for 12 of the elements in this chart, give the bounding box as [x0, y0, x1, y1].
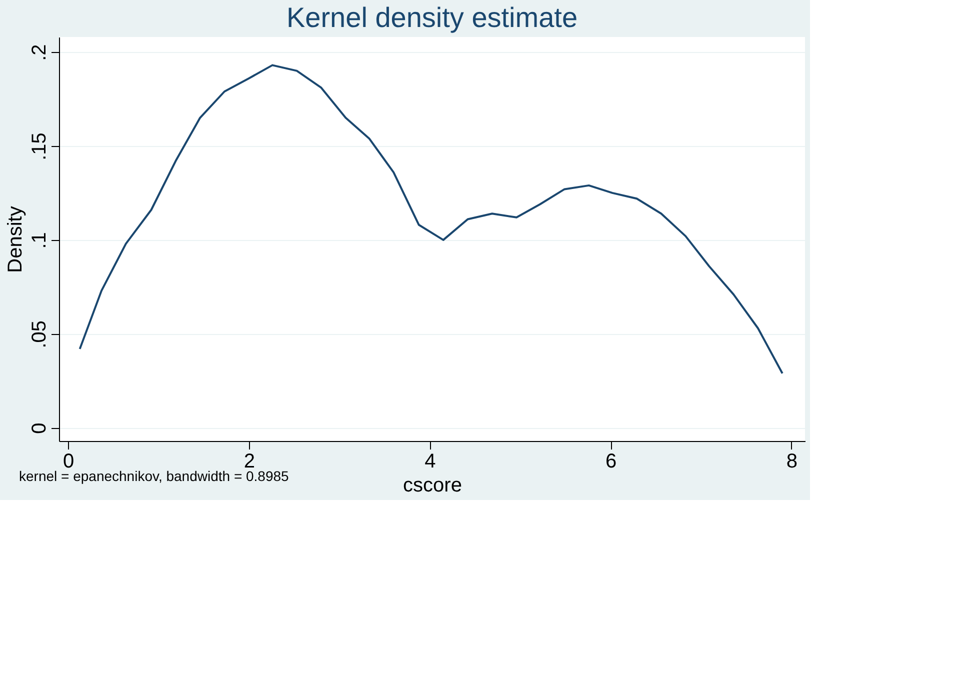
y-axis-title: Density	[4, 206, 26, 273]
y-tick-label: 0	[28, 422, 50, 434]
y-tick-label: .15	[28, 132, 50, 160]
x-tick-label: 8	[786, 450, 798, 472]
x-tick-label: 4	[424, 450, 436, 472]
x-axis-title: cscore	[403, 474, 462, 496]
chart-title: Kernel density estimate	[286, 2, 578, 33]
y-tick-label: .05	[28, 320, 50, 348]
x-tick-label: 6	[606, 450, 617, 472]
y-tick-label: .2	[28, 44, 50, 61]
y-tick-label: .1	[28, 232, 50, 249]
line-series	[78, 64, 784, 374]
